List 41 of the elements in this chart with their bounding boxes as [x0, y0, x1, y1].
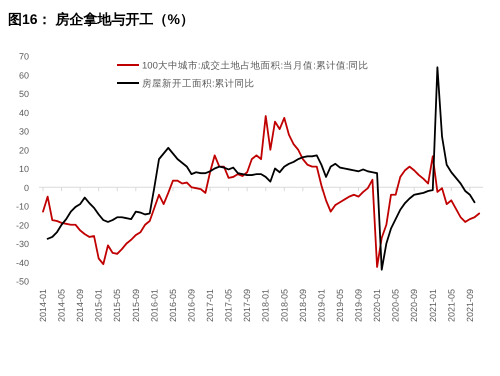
- x-tick-label: 2021-01: [428, 289, 438, 322]
- y-tick-label: -30: [16, 239, 29, 249]
- x-tick-label: 2021-09: [464, 289, 475, 322]
- x-tick-label: 2020-09: [409, 289, 420, 322]
- line-series: [42, 115, 480, 268]
- x-tick-label: 2016-05: [168, 289, 178, 322]
- x-tick-label: 2017-01: [205, 289, 216, 322]
- x-tick-label: 2016-09: [186, 289, 196, 322]
- x-tick-label: 2014-09: [75, 289, 86, 322]
- y-tick-label: 20: [18, 145, 29, 156]
- x-tick-label: 2019-01: [316, 289, 326, 322]
- x-tick-label: 2020-05: [390, 289, 401, 322]
- x-tick-label: 2019-05: [334, 289, 345, 322]
- chart-title: 图16： 房企拿地与开工（%）: [8, 11, 194, 27]
- y-tick-label: 70: [18, 52, 29, 62]
- x-tick-label: 2014-05: [56, 289, 67, 322]
- y-tick-label: 10: [18, 164, 29, 174]
- y-tick-label: 0: [24, 182, 29, 193]
- y-tick-label: -50: [16, 276, 29, 286]
- x-tick-label: 2015-09: [130, 289, 141, 322]
- x-tick-label: 2019-09: [354, 289, 364, 322]
- x-tick-label: 2017-05: [224, 289, 234, 322]
- x-tick-label: 2018-05: [279, 289, 290, 322]
- y-tick-label: -10: [16, 202, 29, 212]
- x-tick-label: 2020-01: [372, 289, 382, 322]
- x-tick-label: 2018-09: [298, 289, 308, 322]
- x-tick-label: 2015-05: [112, 289, 122, 322]
- legend-label: 100大中城市:成交土地占地面积:当月值:累计值:同比: [142, 60, 368, 72]
- y-tick-label: 40: [18, 108, 29, 118]
- y-tick-label: -20: [16, 220, 29, 230]
- y-tick-label: 30: [18, 126, 29, 136]
- x-tick-label: 2015-01: [94, 289, 104, 322]
- x-tick-label: 2017-09: [242, 289, 252, 322]
- y-tick-label: -40: [16, 258, 29, 268]
- x-tick-label: 2021-05: [446, 289, 456, 322]
- legend-label: 房屋新开工面积:累计同比: [142, 78, 255, 90]
- x-tick-label: 2018-01: [260, 289, 271, 322]
- y-tick-label: 50: [18, 89, 29, 99]
- x-tick-label: 2016-01: [149, 289, 160, 322]
- y-tick-label: 60: [18, 70, 29, 80]
- x-tick-label: 2014-01: [38, 289, 48, 322]
